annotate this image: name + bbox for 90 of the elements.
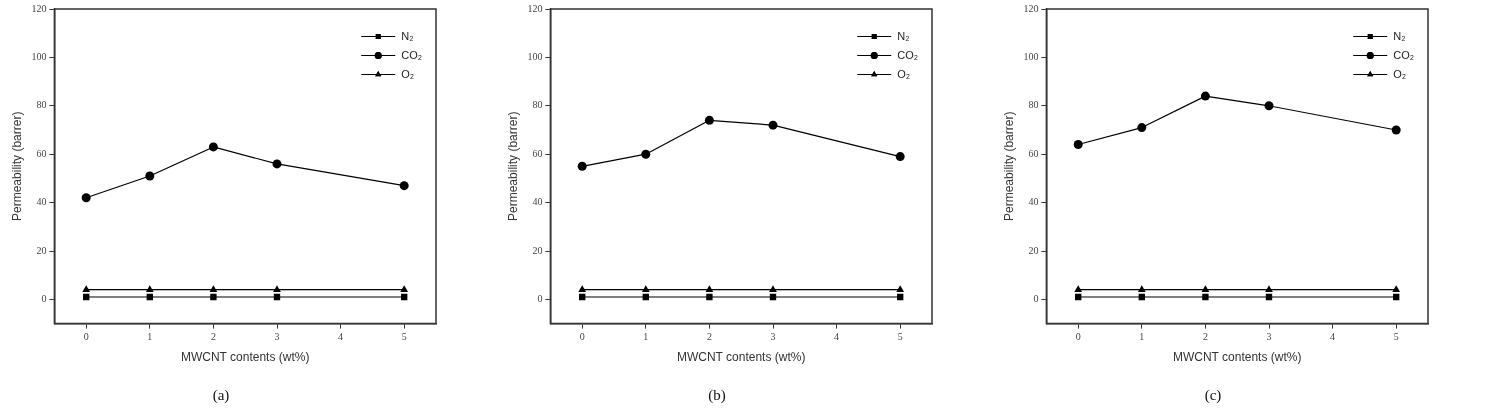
point <box>641 285 650 292</box>
x-tick-label: 0 <box>1075 331 1081 343</box>
y-axis-title: Permeability (barrer) <box>1001 111 1016 221</box>
point <box>1392 285 1401 292</box>
x-tick-label: 3 <box>770 331 776 343</box>
legend-label: O₂ <box>1393 67 1407 80</box>
x-tick-label: 1 <box>1139 331 1145 343</box>
point <box>273 285 281 292</box>
x-tick-label: 5 <box>897 331 903 343</box>
point <box>1202 293 1209 301</box>
point <box>705 285 714 292</box>
x-tick-label: 2 <box>210 331 216 343</box>
y-tick-label: 120 <box>527 2 543 14</box>
point <box>1264 101 1274 111</box>
y-axis-title: Permeability (barrer) <box>505 111 520 221</box>
y-tick-label: 20 <box>36 244 47 256</box>
y-tick-label: 120 <box>31 2 47 14</box>
x-tick-label: 2 <box>1202 331 1208 343</box>
x-tick-label: 3 <box>274 331 280 343</box>
x-tick-label: 4 <box>1330 331 1336 343</box>
legend-label: CO₂ <box>1393 48 1415 61</box>
text: (b) <box>708 386 726 404</box>
y-tick-label: 40 <box>36 196 47 208</box>
y-tick-label: 100 <box>527 51 543 63</box>
y-tick-label: 120 <box>1023 2 1039 14</box>
x-tick-label: 4 <box>834 331 840 343</box>
legend-label: N₂ <box>897 29 910 42</box>
point <box>1074 285 1083 292</box>
point <box>577 161 587 171</box>
y-tick-label: 100 <box>31 51 47 63</box>
x-tick-label: 4 <box>338 331 344 343</box>
legend-label: CO₂ <box>897 48 919 61</box>
point <box>209 285 218 292</box>
x-axis-title: MWCNT contents (wt%) <box>1172 350 1302 365</box>
point <box>706 293 713 301</box>
point <box>641 149 651 159</box>
point <box>1137 285 1146 292</box>
point <box>272 159 282 169</box>
point <box>208 142 218 152</box>
x-tick-label: 0 <box>579 331 585 343</box>
point <box>895 152 905 162</box>
y-tick-label: 80 <box>1028 99 1039 111</box>
legend-label: N₂ <box>401 29 414 42</box>
point <box>145 171 155 181</box>
point <box>400 285 409 292</box>
point <box>1073 140 1083 150</box>
y-tick-label: 0 <box>537 293 543 305</box>
point <box>896 285 905 292</box>
point <box>769 285 777 292</box>
y-tick-label: 20 <box>1028 244 1039 256</box>
y-tick-label: 80 <box>36 99 47 111</box>
x-tick-label: 1 <box>147 331 153 343</box>
y-tick-label: 0 <box>1033 293 1039 305</box>
point <box>81 193 91 203</box>
point <box>578 285 587 292</box>
y-axis-title: Permeability (barrer) <box>9 111 24 221</box>
legend-label: O₂ <box>401 67 415 80</box>
point <box>145 285 154 292</box>
point <box>1201 285 1210 292</box>
x-axis-title: MWCNT contents (wt%) <box>180 350 310 365</box>
legend-label: O₂ <box>897 67 911 80</box>
y-tick-label: 60 <box>532 147 543 159</box>
y-tick-label: 60 <box>1028 147 1039 159</box>
y-tick-label: 80 <box>532 99 543 111</box>
point <box>704 115 714 125</box>
point <box>1391 125 1401 135</box>
x-tick-label: 0 <box>83 331 89 343</box>
x-tick-label: 3 <box>1266 331 1272 343</box>
y-tick-label: 60 <box>36 147 47 159</box>
point <box>210 293 217 301</box>
y-tick-label: 40 <box>1028 196 1039 208</box>
x-tick-label: 5 <box>1393 331 1399 343</box>
x-tick-label: 1 <box>643 331 649 343</box>
y-tick-label: 20 <box>532 244 543 256</box>
point <box>82 285 91 292</box>
point <box>1200 91 1210 101</box>
x-axis-title: MWCNT contents (wt%) <box>676 350 806 365</box>
legend-label: CO₂ <box>401 48 423 61</box>
point <box>1265 285 1273 292</box>
x-tick-label: 2 <box>706 331 712 343</box>
point <box>399 181 409 191</box>
y-tick-label: 0 <box>41 293 47 305</box>
text: (a) <box>212 386 230 404</box>
y-tick-label: 100 <box>1023 51 1039 63</box>
point <box>1137 123 1147 133</box>
y-tick-label: 40 <box>532 196 543 208</box>
x-tick-label: 5 <box>401 331 407 343</box>
legend-label: N₂ <box>1393 29 1406 42</box>
text: (c) <box>1204 386 1222 404</box>
point <box>768 120 778 130</box>
